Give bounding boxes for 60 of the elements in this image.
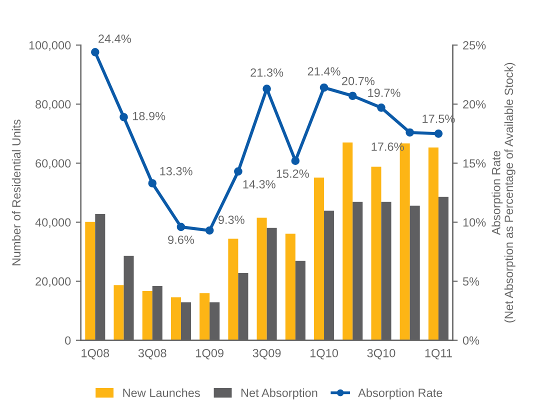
point <box>205 226 214 235</box>
legend-label: Absorption Rate <box>358 388 442 400</box>
bar <box>170 297 181 340</box>
y-tick-label: 80,000 <box>36 100 71 110</box>
x-tick-label: 3Q08 <box>138 348 166 360</box>
y2-tick-label: 10% <box>463 218 486 227</box>
legend-label: Net Absorption <box>241 388 318 400</box>
y-tick-label: 20,000 <box>36 277 71 288</box>
bar <box>85 222 96 340</box>
data-label: 24.4% <box>98 34 131 43</box>
y2-tick-label: 25% <box>463 41 486 50</box>
data-label: 9.6% <box>168 236 194 244</box>
bar <box>200 293 210 340</box>
x-tick-label: 1Q11 <box>425 348 452 360</box>
y2-axis-title: Absorption Rate (Net Absorption as Percentage of Available Stock) <box>492 62 516 322</box>
bar <box>428 148 438 340</box>
point <box>348 92 357 100</box>
data-label: 13.3% <box>160 167 192 176</box>
bar <box>142 291 152 340</box>
x-tick-label: 1Q08 <box>82 348 110 360</box>
y-axis-title: Number of Residential Units <box>12 120 21 266</box>
y2-tick-label: 5% <box>462 277 480 286</box>
point <box>377 104 386 112</box>
legend-label: New Launches <box>123 388 200 398</box>
y2-tick-label: 20% <box>463 100 486 109</box>
y-tick-label: 100,000 <box>29 41 71 51</box>
point <box>120 112 128 122</box>
data-label: 20.7% <box>342 76 375 86</box>
x-tick-label: 1Q10 <box>310 348 338 360</box>
x-tick-label: 3Q10 <box>367 348 396 360</box>
point <box>262 84 271 93</box>
point <box>320 83 328 92</box>
bar <box>342 142 353 340</box>
point <box>148 179 157 188</box>
x-tick-label: 1Q09 <box>196 348 224 360</box>
data-label: 18.9% <box>132 112 166 120</box>
data-label: 15.2% <box>276 169 309 178</box>
point <box>406 128 414 137</box>
data-label: 21.3% <box>250 68 284 77</box>
y-tick-label: 60,000 <box>36 159 71 169</box>
x-tick-label: 3Q09 <box>252 348 281 360</box>
bar <box>314 178 324 340</box>
y2-tick-label: 0% <box>462 336 480 345</box>
bar <box>285 234 296 340</box>
y-tick-label: 40,000 <box>35 218 71 228</box>
point <box>90 48 100 56</box>
data-label: 19.7% <box>368 88 400 98</box>
bar <box>256 218 267 340</box>
data-label: 9.3% <box>218 216 244 224</box>
point <box>234 167 242 176</box>
point <box>291 156 300 165</box>
data-label: 21.4% <box>308 67 340 76</box>
bar <box>371 166 382 340</box>
y2-tick-label: 15% <box>463 159 486 168</box>
bar <box>114 285 124 340</box>
bar <box>228 238 238 340</box>
point <box>434 129 443 138</box>
point <box>176 222 186 232</box>
y-tick-label: 0 <box>65 336 71 345</box>
data-label: 14.3% <box>243 180 276 188</box>
